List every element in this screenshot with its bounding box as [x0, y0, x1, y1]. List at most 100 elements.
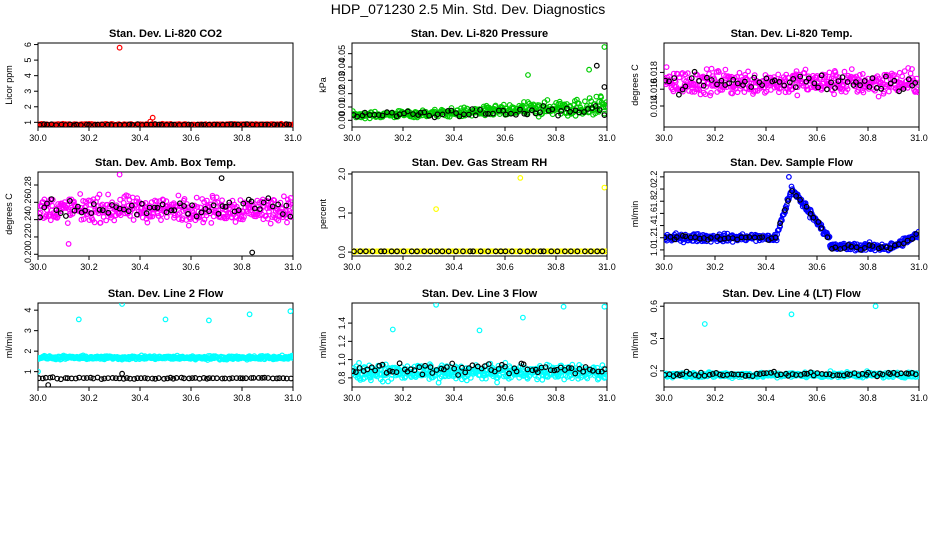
- data-point-main: [281, 193, 287, 200]
- data-point-ref: [287, 213, 293, 220]
- data-point-ref: [99, 121, 106, 127]
- y-tick-label: 1.0: [337, 207, 347, 220]
- panel-title: Stan. Dev. Line 3 Flow: [422, 288, 538, 300]
- data-point-ref: [588, 248, 594, 255]
- y-axis-label: degrees C: [630, 64, 640, 106]
- x-tick-label: 30.6: [182, 262, 200, 272]
- data-point-ref: [502, 248, 509, 255]
- outlier-point-main: [433, 303, 439, 308]
- y-tick-label: 0.04: [337, 58, 347, 76]
- data-point-ref: [265, 121, 272, 127]
- data-point-ref: [869, 243, 876, 249]
- data-point-main: [572, 112, 579, 119]
- y-tick-label: 2.0: [337, 168, 347, 181]
- data-point-main: [80, 216, 87, 223]
- data-point-ref: [48, 196, 55, 203]
- data-point-main: [879, 77, 886, 84]
- outlier-point-ref: [601, 84, 607, 90]
- data-point-main: [776, 89, 782, 96]
- data-point-main: [700, 89, 707, 96]
- x-tick-label: 30.6: [182, 133, 200, 143]
- data-point-ref: [206, 208, 213, 215]
- data-point-ref: [742, 373, 749, 379]
- outlier-point-ref: [119, 370, 125, 377]
- data-point-ref: [482, 111, 489, 117]
- data-point-main: [915, 89, 919, 96]
- x-tick-label: 30.2: [394, 262, 412, 272]
- data-point-ref: [529, 367, 536, 374]
- data-point-ref: [379, 361, 386, 368]
- data-point-ref: [63, 213, 69, 219]
- data-point-ref: [866, 242, 873, 249]
- data-point-ref: [789, 371, 796, 378]
- data-point-ref: [477, 106, 484, 113]
- data-point-main: [575, 375, 582, 382]
- data-point-ref: [679, 371, 686, 378]
- x-tick-label: 30.2: [706, 393, 724, 403]
- data-point-ref: [790, 75, 797, 82]
- data-point-ref: [128, 202, 135, 209]
- y-tick-label: 0.4: [649, 332, 659, 345]
- y-tick-label: 0.8: [337, 372, 347, 385]
- data-point-main: [103, 217, 110, 224]
- data-point-ref: [276, 375, 283, 382]
- outlier-point-ref: [249, 249, 256, 256]
- data-point-main: [521, 104, 528, 111]
- x-tick-label: 30.0: [343, 262, 361, 272]
- data-point-ref: [832, 244, 839, 251]
- data-point-ref: [258, 121, 265, 127]
- data-point-main: [149, 213, 156, 220]
- data-point-main: [901, 68, 908, 74]
- panel-7: Stan. Dev. Line 2 Flow 30.0 30.2 30.4 30.6 30…: [4, 288, 302, 403]
- data-point-ref: [506, 370, 513, 377]
- data-point-ref: [429, 370, 436, 376]
- data-point-ref: [353, 369, 359, 376]
- data-point-main: [909, 66, 915, 72]
- data-point-ref: [189, 375, 196, 382]
- data-point-ref: [751, 74, 758, 81]
- data-point-main: [171, 214, 177, 221]
- y-axis-label: ml/min: [318, 332, 328, 359]
- data-point-ref: [549, 106, 556, 113]
- data-point-ref: [363, 248, 369, 255]
- data-point-ref: [587, 366, 593, 373]
- data-point-main: [193, 194, 200, 201]
- data-point-ref: [818, 72, 825, 79]
- x-tick-label: 30.6: [496, 133, 514, 143]
- data-point-ref: [138, 375, 144, 382]
- data-point-ref: [721, 235, 728, 242]
- data-point-ref: [811, 80, 818, 87]
- data-point-ref: [466, 365, 472, 372]
- data-point-main: [831, 91, 837, 98]
- data-point-ref: [540, 248, 547, 255]
- data-point-main: [848, 66, 855, 72]
- data-point-ref: [451, 365, 458, 372]
- data-point-ref: [679, 86, 686, 93]
- data-point-ref: [90, 201, 97, 208]
- x-tick-label: 30.0: [343, 393, 361, 403]
- data-point-ref: [671, 75, 678, 81]
- data-point-ref: [439, 111, 446, 118]
- y-axis-label: ml/min: [4, 332, 14, 359]
- data-point-ref: [757, 371, 763, 378]
- outlier-point-main: [389, 326, 396, 333]
- data-point-ref: [388, 248, 395, 255]
- data-point-ref: [581, 109, 587, 115]
- x-tick-label: 30.6: [808, 262, 826, 272]
- points-group: [352, 303, 607, 386]
- data-point-ref: [676, 372, 683, 379]
- data-point-ref: [772, 234, 779, 241]
- data-point-main: [481, 248, 488, 255]
- y-tick-label: 2.2: [649, 171, 659, 184]
- x-tick-label: 30.0: [29, 393, 47, 403]
- outlier-point-ref: [593, 62, 600, 69]
- data-point-ref: [815, 218, 822, 225]
- data-point-ref: [898, 370, 904, 377]
- x-tick-label: 30.6: [808, 393, 826, 403]
- data-point-ref: [152, 121, 159, 127]
- data-point-ref: [421, 109, 428, 116]
- data-point-ref: [215, 210, 222, 217]
- outlier-point-main: [601, 44, 607, 50]
- data-point-ref: [131, 376, 138, 382]
- data-point-ref: [243, 375, 249, 382]
